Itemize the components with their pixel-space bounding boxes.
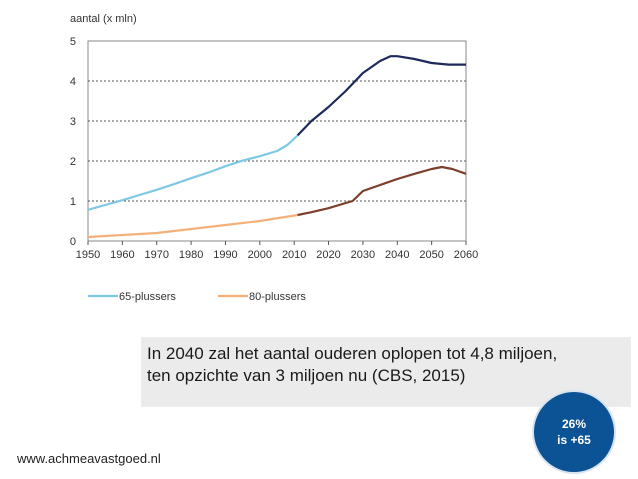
- y-axis-label: aantal (x mln): [70, 13, 137, 25]
- x-tick-label: 2050: [419, 249, 443, 261]
- y-tick-label: 3: [70, 116, 76, 128]
- y-tick-label: 1: [70, 196, 76, 208]
- x-tick-label: 1970: [144, 249, 168, 261]
- population-chart: 0 1 2 3 4 5 1950 1960 1970 1980 1990 2000 2010 2020 2…: [70, 13, 478, 303]
- series-line-forecast: [297, 165, 467, 217]
- series-lines: [87, 55, 467, 239]
- website-link[interactable]: www.achmeavastgoed.nl: [17, 451, 161, 466]
- x-tick-label: 2030: [351, 249, 375, 261]
- gridlines: [88, 80, 466, 202]
- y-tick-labels: 0 1 2 3 4 5: [70, 36, 76, 248]
- x-tick-label: 2010: [282, 249, 306, 261]
- x-tick-label: 1990: [213, 249, 237, 261]
- y-tick-label: 5: [70, 36, 76, 48]
- series-line-forecast: [296, 55, 466, 137]
- x-tick-label: 2020: [316, 249, 340, 261]
- y-tick-label: 2: [70, 156, 76, 168]
- y-tick-label: 4: [70, 76, 76, 88]
- legend-label: 80-plussers: [249, 291, 306, 303]
- x-tick-label: 1950: [76, 249, 100, 261]
- legend: 65-plussers 80-plussers: [88, 291, 306, 303]
- caption-box: [141, 337, 631, 407]
- x-tick-label: 1980: [179, 249, 203, 261]
- x-tick-label: 1960: [110, 249, 134, 261]
- series-line-historical: [87, 134, 299, 211]
- percentage-badge: 26% is +65: [534, 392, 614, 472]
- y-tick-label: 0: [70, 236, 76, 248]
- x-tick-label: 2060: [454, 249, 478, 261]
- x-tick-labels: 1950 1960 1970 1980 1990 2000 2010 2020 2030 2040…: [76, 241, 478, 261]
- badge-label: is +65: [557, 433, 591, 447]
- legend-label: 65-plussers: [119, 291, 176, 303]
- caption-line-1: In 2040 zal het aantal ouderen oplopen t…: [147, 344, 558, 363]
- x-tick-label: 2000: [248, 249, 272, 261]
- x-tick-label: 2040: [385, 249, 409, 261]
- badge-percentage: 26%: [561, 417, 587, 431]
- caption-line-2: ten opzichte van 3 miljoen nu (CBS, 2015…: [147, 366, 466, 385]
- series-line-historical: [87, 213, 298, 239]
- plot-background: [87, 40, 467, 242]
